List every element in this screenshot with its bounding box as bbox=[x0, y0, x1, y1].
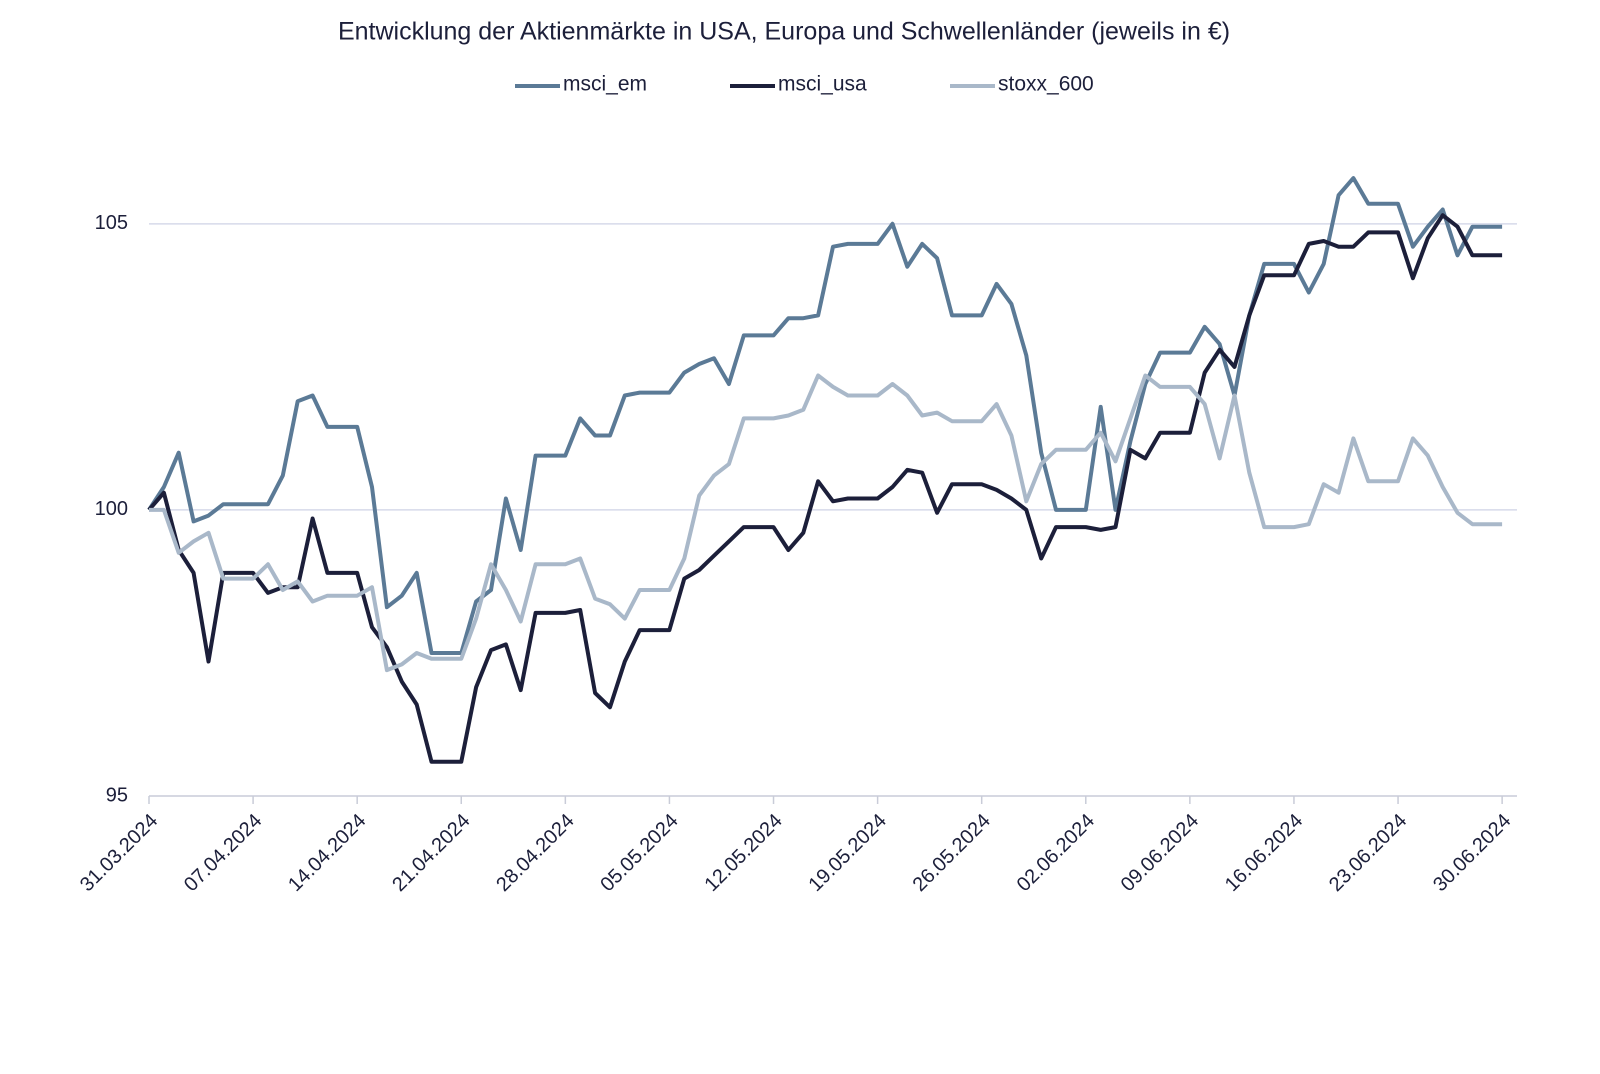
legend-label: msci_em bbox=[563, 73, 647, 96]
line-series bbox=[149, 373, 1503, 673]
x-tick-label: 09.06.2024 bbox=[1117, 810, 1203, 896]
x-tick-label: 28.04.2024 bbox=[492, 810, 578, 896]
y-tick-label: 95 bbox=[106, 784, 128, 806]
chart-title: Entwicklung der Aktienmärkte in USA, Eur… bbox=[338, 18, 1230, 46]
x-tick-label: 16.06.2024 bbox=[1221, 810, 1307, 896]
legend-label: msci_usa bbox=[778, 73, 867, 96]
x-tick-label: 14.04.2024 bbox=[284, 810, 370, 896]
line-series bbox=[147, 213, 1503, 764]
x-tick-label: 23.06.2024 bbox=[1325, 810, 1411, 896]
y-tick-label: 105 bbox=[95, 212, 128, 234]
x-tick-label: 12.05.2024 bbox=[700, 810, 786, 896]
x-tick-label: 21.04.2024 bbox=[388, 810, 474, 896]
x-tick-label: 30.06.2024 bbox=[1429, 810, 1515, 896]
y-tick-label: 100 bbox=[95, 498, 128, 520]
line-series bbox=[147, 176, 1503, 655]
x-tick-label: 05.05.2024 bbox=[596, 810, 682, 896]
x-tick-label: 26.05.2024 bbox=[909, 810, 995, 896]
x-tick-label: 02.06.2024 bbox=[1013, 810, 1099, 896]
x-tick-label: 31.03.2024 bbox=[76, 810, 162, 896]
x-tick-label: 07.04.2024 bbox=[180, 810, 266, 896]
legend-label: stoxx_600 bbox=[998, 73, 1094, 96]
x-tick-label: 19.05.2024 bbox=[805, 810, 891, 896]
